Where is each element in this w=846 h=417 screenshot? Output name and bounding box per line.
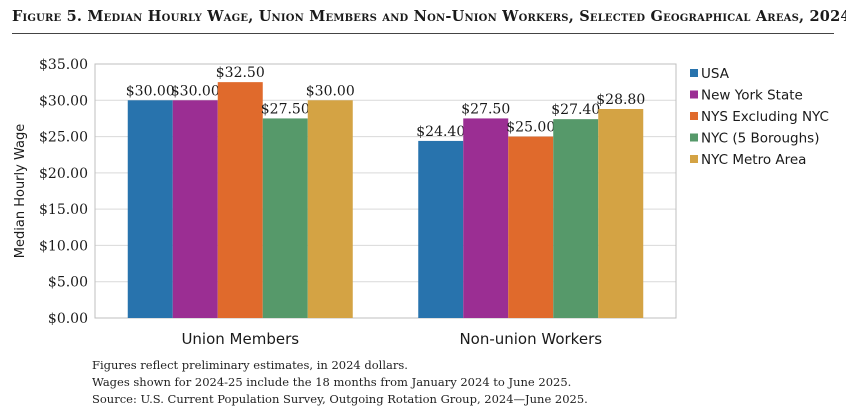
x-category-label: Union Members	[181, 330, 299, 348]
data-label: $27.50	[461, 101, 510, 117]
y-tick-label: $20.00	[39, 166, 88, 182]
legend-entry: NYS Excluding NYC	[701, 109, 829, 125]
y-tick-label: $25.00	[39, 130, 88, 146]
y-tick-label: $30.00	[39, 93, 88, 109]
y-axis-label: Median Hourly Wage	[13, 124, 28, 258]
chart-notes: Figures reflect preliminary estimates, i…	[92, 357, 588, 408]
x-category-label: Non-union Workers	[459, 330, 602, 348]
plot-area	[94, 63, 677, 319]
data-label: $28.80	[596, 92, 645, 108]
legend-swatch	[690, 90, 698, 99]
bar	[127, 100, 173, 319]
legend-entry: New York State	[701, 88, 803, 104]
data-label: $30.00	[171, 83, 220, 99]
note-source: Source: U.S. Current Population Survey, …	[92, 392, 588, 406]
legend-entry: USA	[701, 66, 730, 82]
bar	[307, 100, 353, 319]
bar	[172, 100, 218, 319]
data-label: $24.40	[416, 124, 465, 140]
y-tick-label: $35.00	[39, 57, 88, 73]
legend-swatch	[690, 112, 698, 120]
legend-entry: NYC (5 Boroughs)	[701, 131, 820, 147]
note-preliminary: Figures reflect preliminary estimates, i…	[92, 358, 408, 372]
note-period: Wages shown for 2024-25 include the 18 m…	[92, 375, 572, 389]
legend-swatch	[690, 155, 698, 163]
chart-title: Figure 5. Median Hourly Wage, Union Memb…	[12, 8, 846, 25]
data-label: $27.40	[551, 102, 600, 118]
data-label: $30.00	[126, 83, 175, 99]
bar	[508, 136, 554, 318]
data-label: $25.00	[506, 120, 555, 136]
y-tick-label: $10.00	[39, 238, 88, 254]
data-label: $30.00	[306, 83, 355, 99]
legend-entry: NYC Metro Area	[701, 152, 806, 168]
legend-swatch	[690, 133, 698, 142]
data-label: $27.50	[261, 101, 310, 117]
bar	[553, 119, 599, 318]
y-tick-label: $15.00	[39, 202, 88, 218]
bar	[217, 82, 263, 319]
bar	[598, 108, 644, 318]
title-divider	[12, 33, 834, 34]
data-label: $32.50	[216, 65, 265, 81]
y-tick-label: $0.00	[48, 311, 88, 327]
y-tick-label: $5.00	[48, 275, 88, 291]
legend-swatch	[690, 69, 698, 77]
bar-chart: $0.00 $5.00 $10.00 $15.00 $20.00 $25.00 $30.00…	[13, 57, 829, 348]
bar	[418, 140, 464, 318]
bar	[463, 118, 509, 318]
bar	[262, 118, 308, 318]
